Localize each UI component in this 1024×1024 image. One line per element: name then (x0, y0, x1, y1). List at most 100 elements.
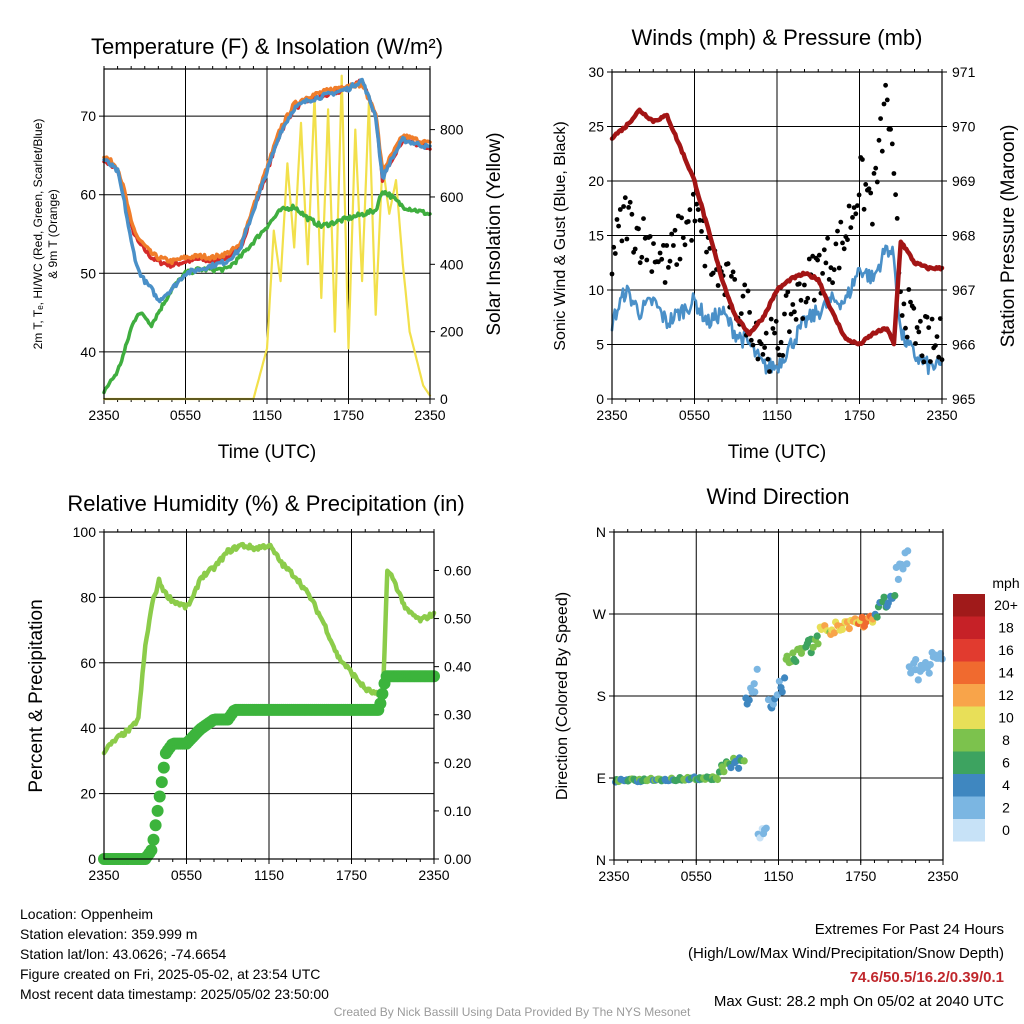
y2-tick-label: 0.20 (444, 755, 471, 771)
gust-point (690, 191, 696, 197)
legend-label: 18 (998, 620, 1014, 636)
legend-label: 2 (1002, 800, 1010, 816)
gust-point (933, 343, 938, 348)
gust-point (783, 293, 789, 298)
gust-point (695, 207, 701, 213)
legend-swatch (953, 616, 985, 639)
gust-point (656, 259, 661, 265)
x-tick-label: 0550 (679, 407, 710, 423)
gust-point (669, 231, 675, 237)
direction-point (814, 640, 822, 648)
gust-point (626, 205, 631, 210)
legend-swatch (953, 684, 985, 707)
gust-point (934, 334, 940, 339)
gust-point (855, 203, 860, 209)
gust-point (637, 260, 643, 266)
gust-point (765, 356, 771, 362)
x-tick-label: 2350 (414, 407, 445, 423)
created-text: Figure created on Fri, 2025-05-02, at 23… (20, 966, 321, 982)
precip-point (147, 833, 160, 846)
precip-point (149, 819, 162, 832)
gust-point (775, 346, 781, 351)
y2-tick-label: 0 (440, 391, 448, 407)
direction-point (764, 696, 773, 704)
gust-point (921, 359, 927, 365)
gust-point (715, 283, 721, 288)
y-tick-label: 0 (596, 391, 604, 407)
gust-point (685, 219, 691, 224)
y2-tick-label: 800 (440, 122, 464, 138)
y2-tick-label: 0.60 (444, 562, 471, 578)
y-tick-label: 5 (596, 337, 604, 353)
gust-point (710, 270, 716, 276)
gust-point (782, 311, 787, 317)
gust-point (825, 235, 830, 241)
gust-point (659, 256, 665, 262)
gust-point (904, 334, 910, 340)
gust-point (679, 215, 684, 221)
gust-point (820, 271, 825, 276)
y2-tick-label: 400 (440, 256, 464, 272)
y-tick-label: 100 (73, 524, 97, 540)
gust-point (919, 353, 925, 359)
gust-point (860, 157, 865, 162)
chart-title: Winds (mph) & Pressure (mb) (632, 25, 923, 50)
x-tick-label: 1150 (763, 868, 793, 884)
y-tick-label: 0 (88, 851, 96, 867)
gust-point (928, 359, 933, 364)
precip-point (374, 697, 387, 710)
y-tick-label: 15 (588, 228, 604, 244)
gust-point (821, 247, 827, 253)
extremes-description: (High/Low/Max Wind/Precipitation/Snow De… (688, 945, 1004, 962)
x-tick-label: 2350 (88, 867, 119, 883)
gust-point (785, 289, 791, 295)
gust-point (612, 251, 618, 256)
y-tick-label: 40 (80, 720, 96, 736)
gust-point (871, 171, 877, 176)
x-axis-label: Time (UTC) (218, 442, 317, 463)
gust-point (916, 329, 922, 335)
credit-text: Created By Nick Bassill Using Data Provi… (333, 1005, 691, 1019)
sustained-wind-line (610, 244, 944, 376)
gust-point (725, 261, 731, 267)
gust-point (644, 257, 650, 263)
gust-point (740, 293, 746, 299)
plot-border (103, 531, 435, 860)
y2-tick-label: 965 (952, 391, 976, 407)
gust-point (848, 225, 854, 231)
gust-point (742, 282, 748, 288)
gust-point (657, 250, 663, 256)
gust-point (894, 216, 900, 221)
y-tick-label: 60 (80, 655, 96, 671)
y-tick-label: 50 (80, 265, 96, 281)
y2-tick-label: 971 (952, 64, 976, 80)
gust-point (908, 299, 913, 305)
y-tick-label: 20 (80, 786, 96, 802)
legend-label: 12 (998, 687, 1014, 703)
gust-point (838, 219, 844, 225)
y-tick-label: 30 (588, 64, 604, 80)
y2-tick-label: 967 (952, 282, 976, 298)
dewpoint-line (102, 189, 432, 395)
x-tick-label: 0550 (170, 407, 201, 423)
gust-point (616, 223, 621, 229)
gust-point (622, 195, 628, 201)
direction-point (745, 696, 753, 704)
gust-point (836, 265, 842, 271)
gust-point (619, 238, 625, 244)
gust-point (738, 311, 744, 316)
gust-point (906, 287, 912, 292)
legend-label: 8 (1002, 732, 1010, 748)
direction-point (783, 652, 791, 660)
gust-point (632, 246, 638, 252)
x-tick-label: 2350 (418, 867, 449, 883)
gust-point (830, 280, 835, 286)
gust-point (614, 217, 620, 222)
gust-point (730, 269, 736, 275)
gust-point (835, 228, 840, 234)
gust-point (748, 337, 754, 343)
gust-point (758, 341, 764, 347)
